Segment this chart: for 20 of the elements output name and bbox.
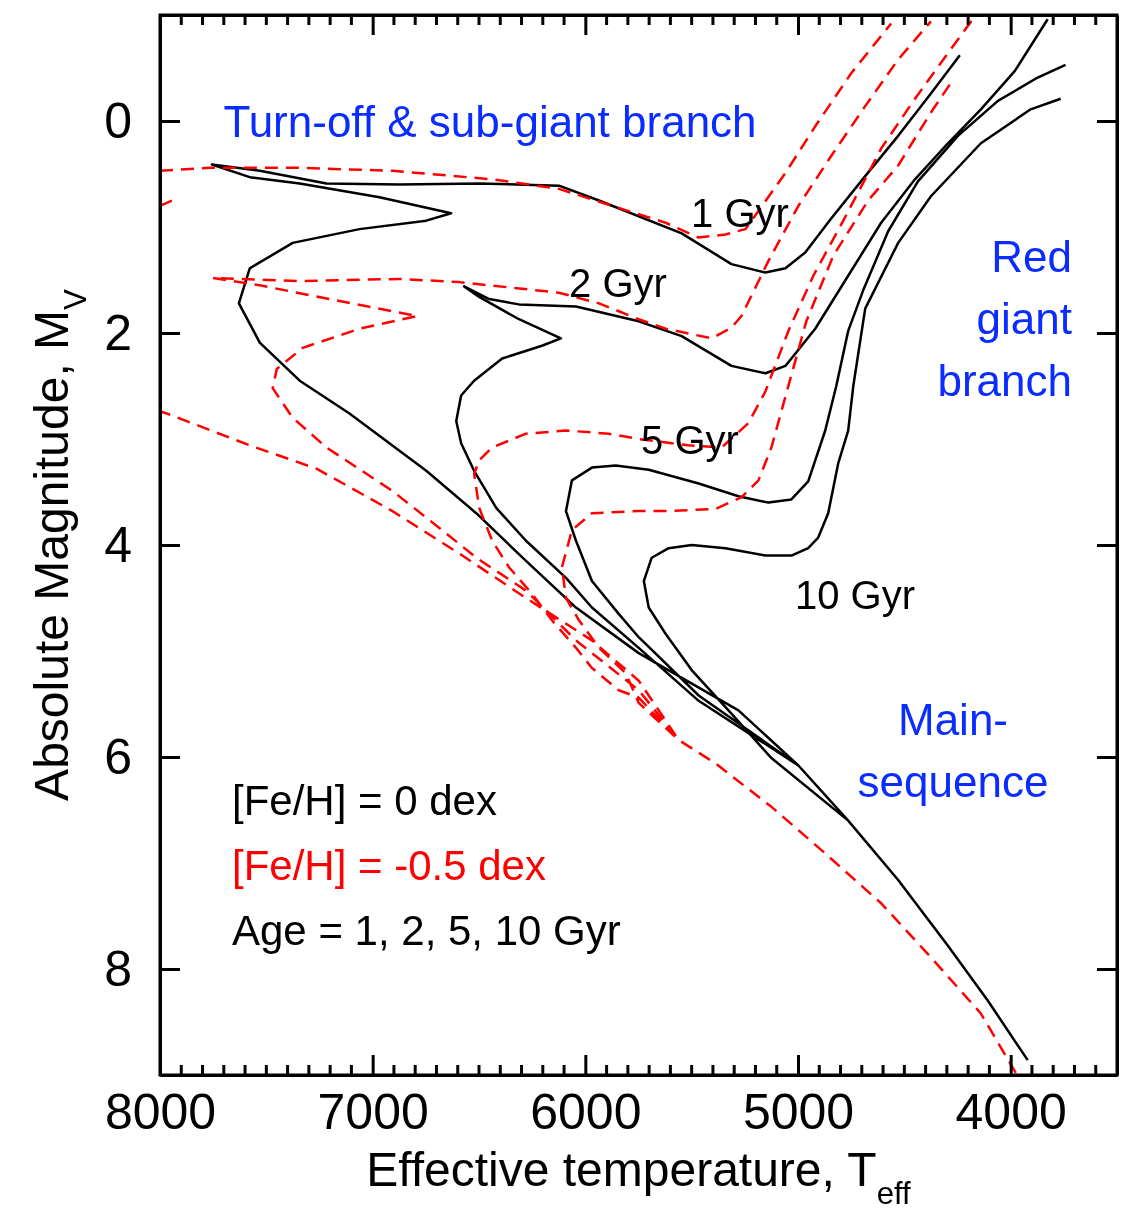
text: [Fe/H] = -0.5 dex	[232, 842, 546, 889]
annotation: 2 Gyr	[569, 261, 667, 305]
annotation: 10 Gyr	[794, 573, 916, 617]
y-tick-label: 0	[104, 92, 132, 149]
y-tick-label: 4	[104, 516, 132, 573]
y-tick-label: 8	[104, 940, 132, 997]
x-tick-label: 8000	[104, 1083, 217, 1140]
y-tick-label: 2	[104, 304, 132, 361]
text: [Fe/H] = 0 dex	[232, 777, 497, 824]
annotation: Age = 1, 2, 5, 10 Gyr	[232, 907, 621, 954]
x-tick-label: 5000	[742, 1083, 855, 1140]
annotation: Red giant branch	[937, 232, 1072, 405]
annotation: Turn-off & sub-giant branch	[223, 97, 757, 146]
x-tick-label: 6000	[530, 1083, 642, 1140]
annotation: 1 Gyr	[691, 191, 789, 235]
x-tick-label: 7000	[317, 1083, 429, 1140]
x-axis-title: Effective temperature, T$_{eff}$	[366, 1143, 912, 1211]
x-tick-label: 4000	[955, 1083, 1067, 1140]
annotation: Main- sequence	[857, 695, 1049, 806]
y-tick-label: 6	[104, 728, 132, 785]
